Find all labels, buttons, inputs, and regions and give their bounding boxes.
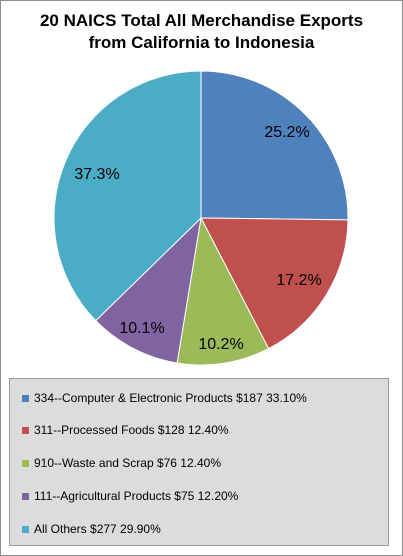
pie-slice-label-2: 17.2%	[276, 272, 321, 289]
legend-swatch-4	[22, 492, 29, 500]
chart-title-line-2: from California to Indonesia	[88, 33, 315, 52]
legend-item-2: 311--Processed Foods $128 12.40%	[22, 423, 229, 437]
legend-swatch-1	[22, 394, 29, 402]
pie-chart: 25.2% 17.2% 10.2% 10.1% 37.3%	[53, 70, 349, 366]
legend-swatch-2	[22, 426, 29, 434]
chart-title-line-1: 20 NAICS Total All Merchandise Exports	[39, 11, 364, 30]
legend-item-3: 910--Waste and Scrap $76 12.40%	[22, 456, 221, 470]
legend-item-1: 334--Computer & Electronic Products $187…	[22, 391, 307, 405]
legend-swatch-5	[22, 525, 29, 533]
legend-label-2: 311--Processed Foods $128 12.40%	[34, 423, 229, 437]
pie-slice-1	[200, 70, 349, 221]
legend-label-5: All Others $277 29.90%	[34, 522, 161, 536]
pie-slice-3	[176, 216, 270, 366]
pie-slice-label-1: 25.2%	[264, 124, 309, 141]
legend-item-5: All Others $277 29.90%	[22, 522, 161, 536]
pie-slice-label-3: 10.2%	[198, 336, 243, 353]
legend-swatch-3	[22, 459, 29, 467]
legend-item-4: 111--Agricultural Products $75 12.20%	[22, 489, 238, 503]
pie-slice-label-5: 37.3%	[74, 166, 119, 183]
pie-slice-2	[200, 217, 349, 350]
legend-label-3: 910--Waste and Scrap $76 12.40%	[34, 456, 222, 470]
legend-label-4: 111--Agricultural Products $75 12.20%	[34, 489, 239, 503]
chart-title: 20 NAICS Total All Merchandise Exports f…	[0, 10, 403, 54]
pie-slice-5	[53, 70, 202, 322]
pie-slice-label-4: 10.1%	[119, 320, 164, 337]
chart-legend: 334--Computer & Electronic Products $187…	[9, 378, 389, 546]
legend-label-1: 334--Computer & Electronic Products $187…	[34, 391, 307, 405]
pie-slice-4	[95, 216, 202, 364]
